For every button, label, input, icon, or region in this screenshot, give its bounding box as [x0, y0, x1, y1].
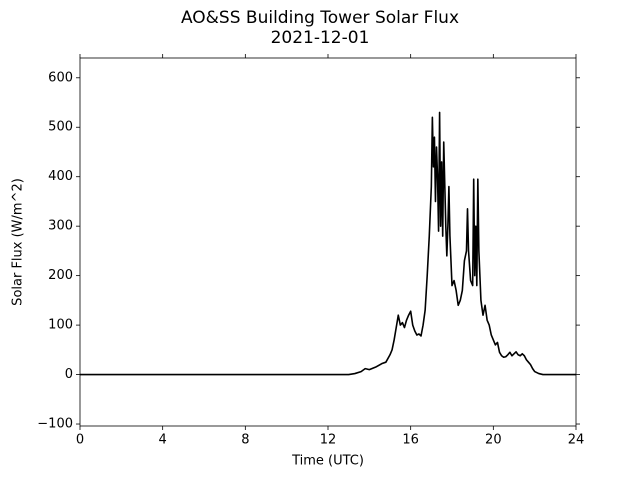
chart-subtitle: 2021-12-01 [271, 28, 370, 48]
x-tick-label: 16 [402, 433, 419, 448]
x-tick-label: 4 [159, 433, 167, 448]
y-tick-label: 0 [65, 367, 73, 382]
plot-frame [79, 57, 577, 427]
x-tick-label: 12 [320, 433, 337, 448]
y-tick-label: −100 [37, 417, 73, 432]
x-tick-label: 8 [241, 433, 249, 448]
x-tick-label: 20 [485, 433, 502, 448]
y-tick-label: 200 [48, 268, 73, 283]
y-tick-label: 600 [48, 70, 73, 85]
y-tick-label: 400 [48, 169, 73, 184]
y-tick-label: 300 [48, 219, 73, 234]
y-tick-label: 100 [48, 318, 73, 333]
y-tick-label: 500 [48, 120, 73, 135]
y-axis-label: Solar Flux (W/m^2) [11, 178, 26, 306]
x-tick-label: 0 [76, 433, 84, 448]
flux-line [80, 111, 576, 376]
chart-title: AO&SS Building Tower Solar Flux [181, 8, 459, 28]
x-tick-label: 24 [568, 433, 585, 448]
x-axis-label: Time (UTC) [291, 454, 364, 469]
